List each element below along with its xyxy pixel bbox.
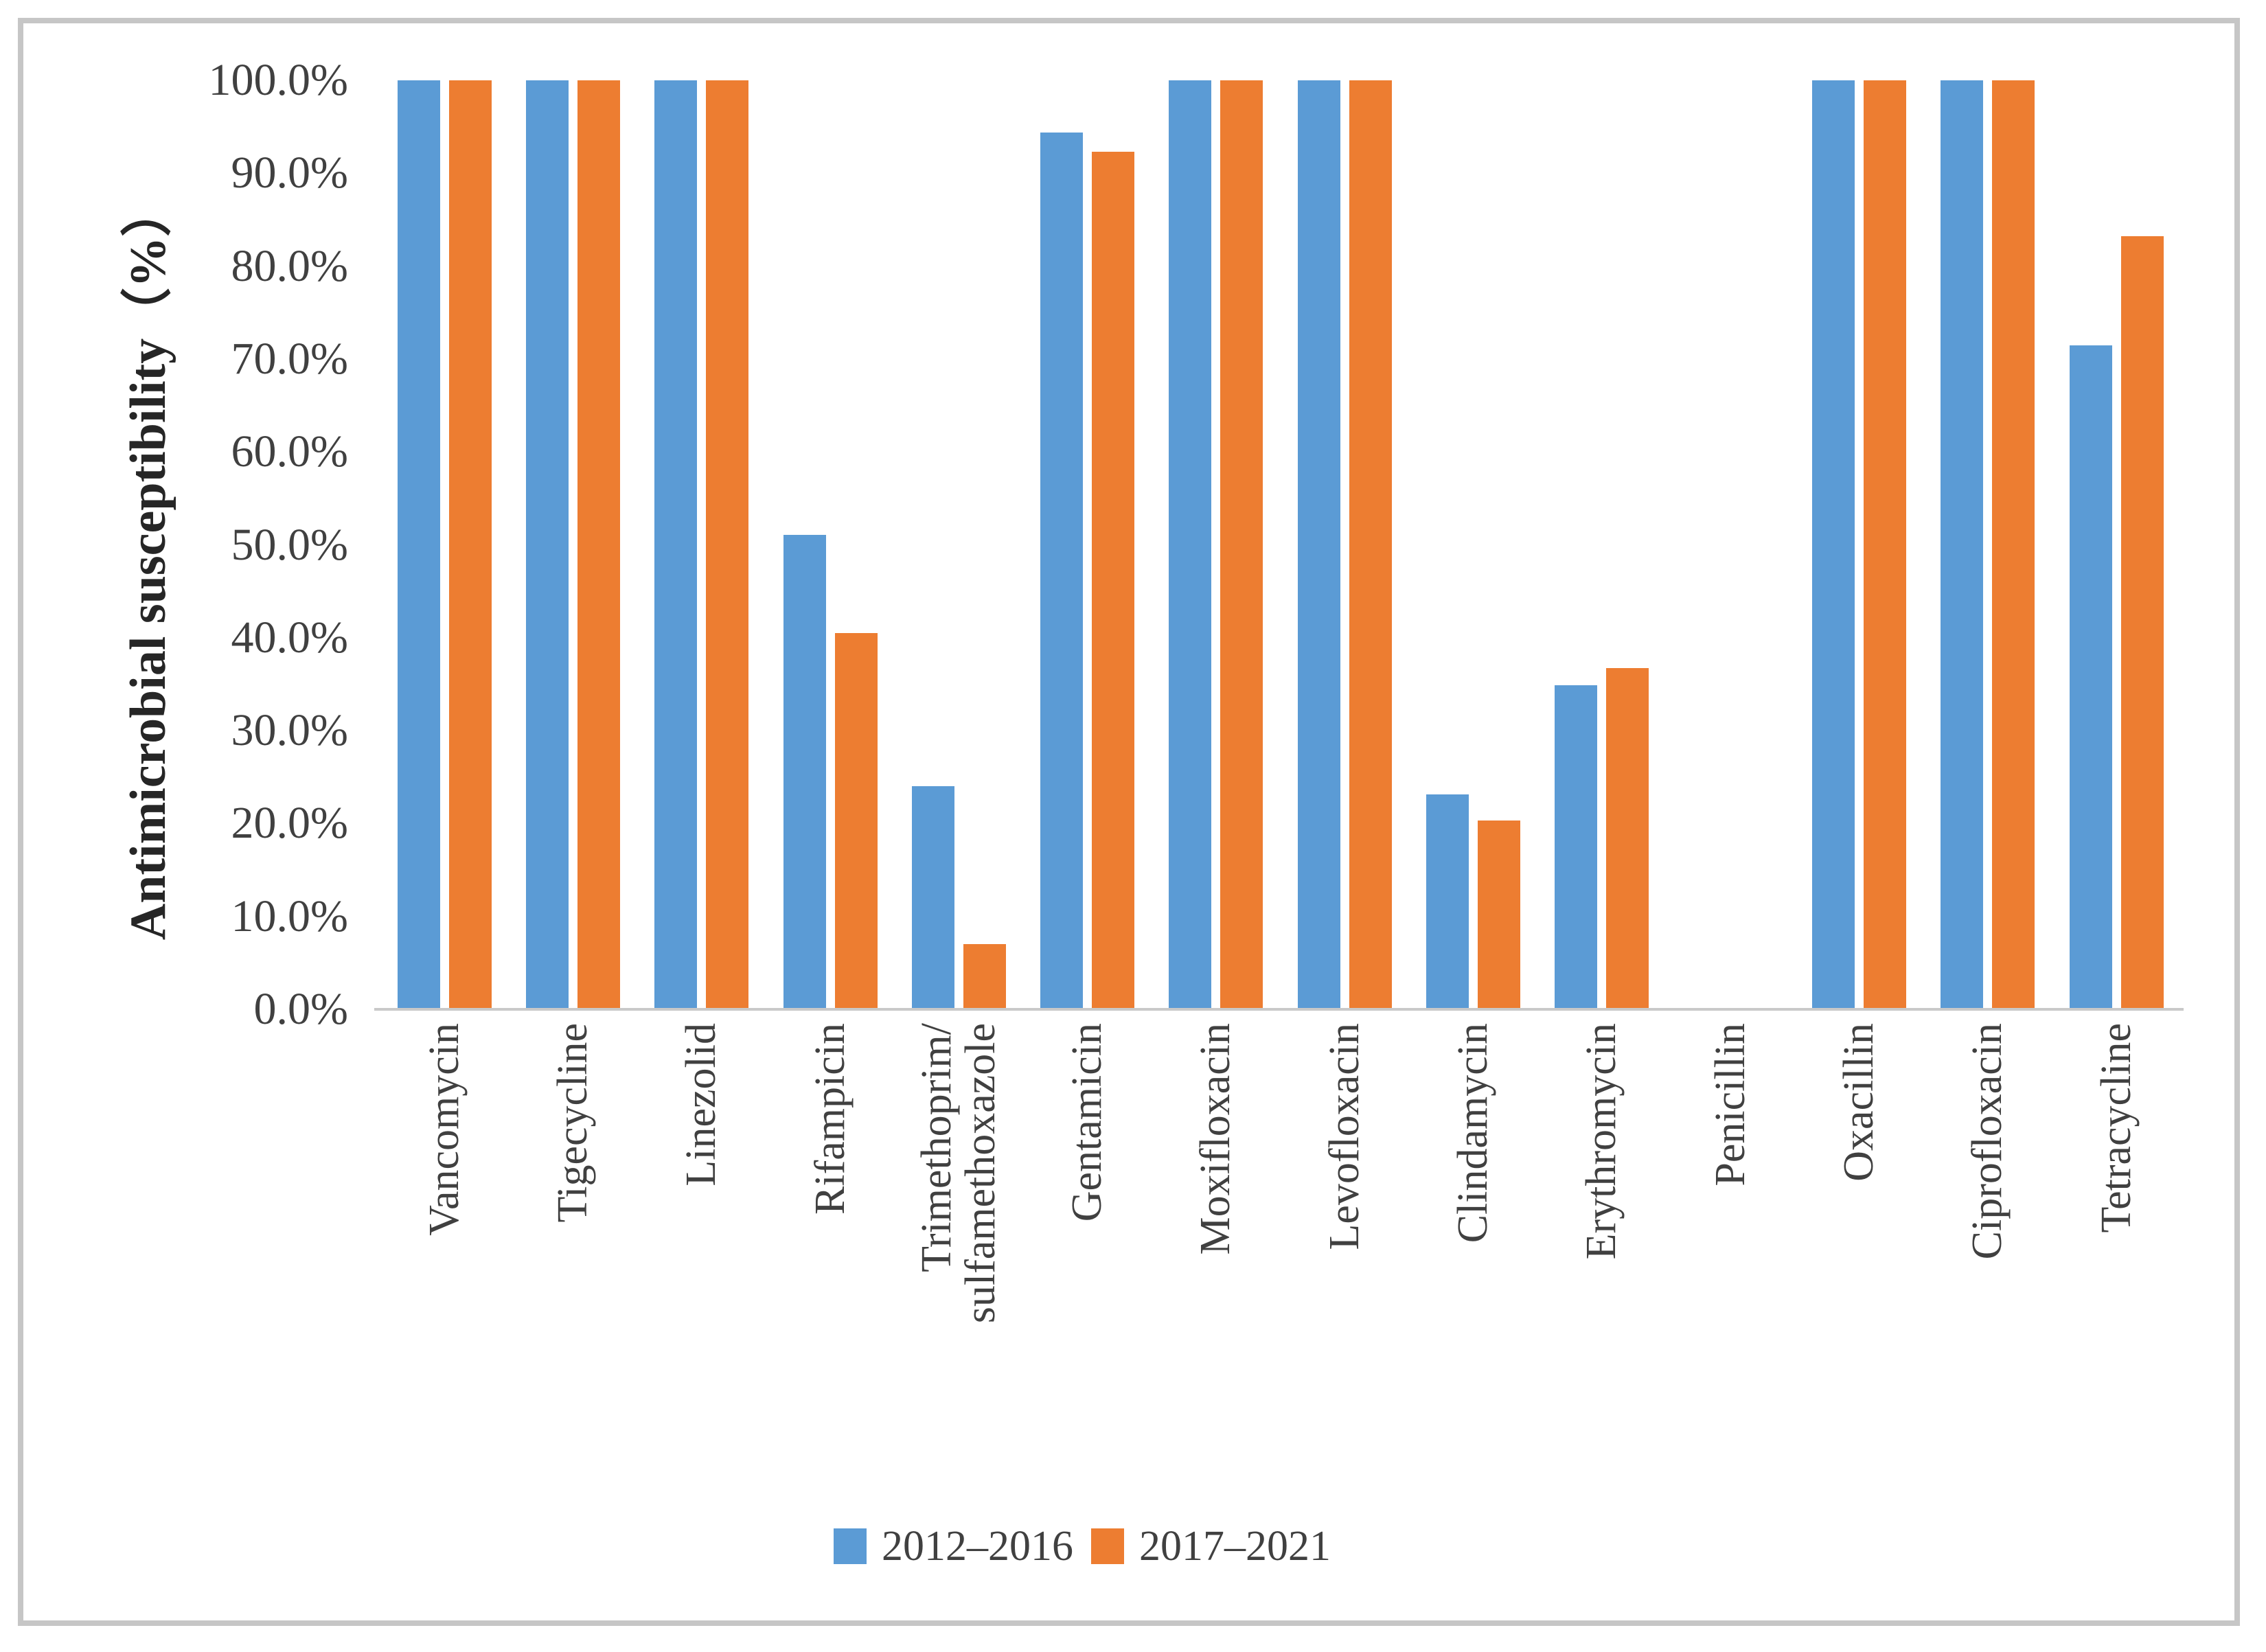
x-tick-label-line: Tigecycline — [549, 1023, 596, 1223]
x-tick-label-linezolid: Linezolid — [678, 1023, 725, 1435]
x-tick-label-line: Tetracycline — [2092, 1023, 2140, 1233]
x-tick-label-line: Levofloxacin — [1320, 1023, 1368, 1250]
x-tick-label-line: Moxifloxacin — [1192, 1023, 1239, 1255]
y-tick-label-10: 10.0% — [231, 891, 348, 941]
y-tick-label-70: 70.0% — [231, 333, 348, 384]
x-tick-label-clindamycin: Clindamycin — [1450, 1023, 1497, 1435]
y-tick-label-80: 80.0% — [231, 240, 348, 291]
legend-swatch-2012-2016 — [834, 1528, 867, 1564]
y-tick-label-20: 20.0% — [231, 798, 348, 849]
legend: 2012–2016 2017–2021 — [834, 1523, 1349, 1570]
bar-trimethoprim--2012-2016 — [911, 786, 954, 1009]
x-axis-line — [374, 1008, 2184, 1011]
figure-border — [18, 18, 2240, 1626]
y-tick-label-60: 60.0% — [231, 426, 348, 477]
bar-tetracycline-2017-2021 — [2120, 236, 2164, 1009]
x-tick-label-line: Clindamycin — [1450, 1023, 1497, 1243]
bar-moxifloxacin-2017-2021 — [1220, 80, 1263, 1009]
bar-oxacillin-2017-2021 — [1863, 80, 1906, 1009]
x-tick-label-trimethoprim-: Trimethoprim/sulfamethoxazole — [913, 1023, 1004, 1435]
x-tick-label-line: Erythromycin — [1578, 1023, 1625, 1260]
legend-label-2012-2016: 2012–2016 — [882, 1523, 1073, 1570]
bar-linezolid-2012-2016 — [654, 80, 698, 1009]
x-tick-label-line: Oxacillin — [1835, 1023, 1882, 1182]
bar-levofloxacin-2012-2016 — [1297, 80, 1340, 1009]
bar-rifampicin-2017-2021 — [834, 633, 878, 1009]
y-axis-title: Antimicrobial susceptibility（%） — [120, 185, 176, 941]
x-tick-label-tetracycline: Tetracycline — [2092, 1023, 2140, 1435]
y-tick-label-40: 40.0% — [231, 612, 348, 663]
x-tick-label-oxacillin: Oxacillin — [1835, 1023, 1882, 1435]
bar-tigecycline-2017-2021 — [577, 80, 620, 1009]
y-tick-label-90: 90.0% — [231, 148, 348, 198]
bar-linezolid-2017-2021 — [706, 80, 749, 1009]
bar-erythromycin-2012-2016 — [1555, 685, 1598, 1009]
bar-levofloxacin-2017-2021 — [1349, 80, 1392, 1009]
x-tick-label-erythromycin: Erythromycin — [1578, 1023, 1625, 1435]
bar-ciprofloxacin-2012-2016 — [1941, 80, 1984, 1009]
bar-clindamycin-2017-2021 — [1478, 821, 1521, 1009]
bar-trimethoprim--2017-2021 — [963, 944, 1006, 1009]
x-tick-label-line: sulfamethoxazole — [957, 1023, 1004, 1324]
bar-gentamicin-2017-2021 — [1092, 152, 1135, 1009]
bar-oxacillin-2012-2016 — [1811, 80, 1855, 1009]
x-tick-label-line: Linezolid — [678, 1023, 725, 1186]
x-tick-label-gentamicin: Gentamicin — [1064, 1023, 1111, 1435]
y-tick-label-0: 0.0% — [253, 984, 348, 1034]
bar-moxifloxacin-2012-2016 — [1169, 80, 1212, 1009]
x-tick-label-moxifloxacin: Moxifloxacin — [1192, 1023, 1239, 1435]
legend-label-2017-2021: 2017–2021 — [1139, 1523, 1331, 1570]
x-tick-label-line: Ciprofloxacin — [1964, 1023, 2011, 1260]
bar-tigecycline-2012-2016 — [525, 80, 569, 1009]
x-tick-label-line: Vancomycin — [420, 1023, 468, 1236]
x-tick-label-tigecycline: Tigecycline — [549, 1023, 596, 1435]
x-tick-label-line: Gentamicin — [1064, 1023, 1111, 1222]
bar-gentamicin-2012-2016 — [1040, 132, 1084, 1009]
bar-vancomycin-2012-2016 — [397, 80, 440, 1009]
x-tick-label-line: Trimethoprim/ — [913, 1023, 960, 1272]
x-tick-label-line: Rifampicin — [806, 1023, 854, 1215]
y-tick-label-50: 50.0% — [231, 519, 348, 570]
x-tick-label-rifampicin: Rifampicin — [806, 1023, 854, 1435]
bar-rifampicin-2012-2016 — [783, 534, 826, 1009]
bar-clindamycin-2012-2016 — [1426, 794, 1469, 1009]
y-tick-label-30: 30.0% — [231, 705, 348, 756]
bar-tetracycline-2012-2016 — [2069, 345, 2112, 1009]
x-tick-label-penicillin: Penicillin — [1706, 1023, 1754, 1435]
x-tick-label-ciprofloxacin: Ciprofloxacin — [1964, 1023, 2011, 1435]
x-tick-label-line: Penicillin — [1706, 1023, 1754, 1186]
x-tick-label-levofloxacin: Levofloxacin — [1320, 1023, 1368, 1435]
x-tick-label-vancomycin: Vancomycin — [420, 1023, 468, 1435]
bar-erythromycin-2017-2021 — [1606, 668, 1649, 1009]
legend-swatch-2017-2021 — [1091, 1528, 1124, 1564]
y-tick-label-100: 100.0% — [208, 55, 348, 105]
bar-ciprofloxacin-2017-2021 — [1992, 80, 2035, 1009]
bar-vancomycin-2017-2021 — [448, 80, 492, 1009]
